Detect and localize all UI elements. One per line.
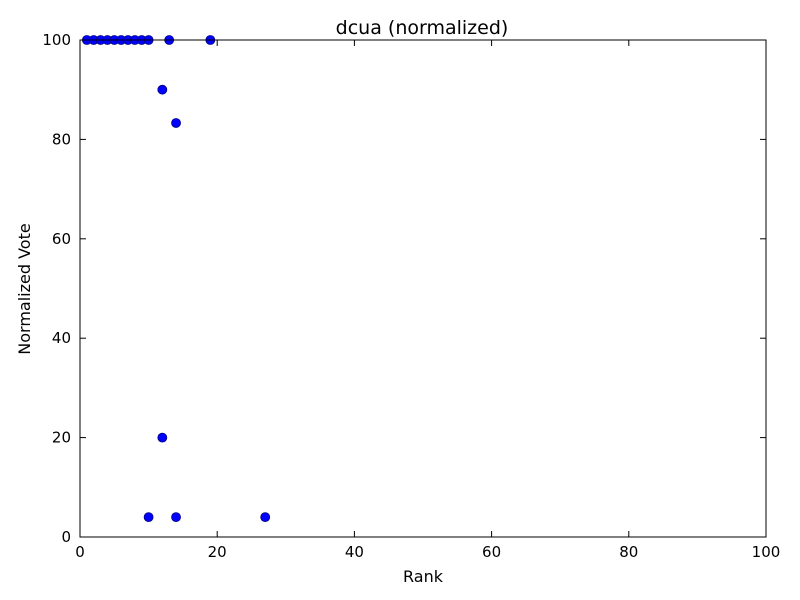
- y-tick-label: 0: [61, 528, 71, 546]
- x-tick-label: 20: [208, 543, 227, 561]
- axis-ticks: 0 20 40 60 80 100 0 20 40 60 80 100: [42, 31, 780, 561]
- x-tick-label: 0: [75, 543, 85, 561]
- y-tick-label: 40: [52, 329, 71, 347]
- data-points: [81, 35, 271, 523]
- data-point: [157, 84, 168, 95]
- y-tick-label: 60: [52, 230, 71, 248]
- y-tick-label: 20: [52, 429, 71, 447]
- y-tick-label: 100: [42, 31, 71, 49]
- data-point: [260, 512, 271, 523]
- x-tick-label: 100: [752, 543, 781, 561]
- plot-frame: [79, 39, 767, 538]
- x-tick-label: 60: [482, 543, 501, 561]
- chart-title: dcua (normalized): [336, 17, 509, 39]
- y-axis-label: Normalized Vote: [15, 223, 34, 354]
- data-point: [157, 432, 168, 443]
- data-point: [171, 118, 181, 128]
- x-tick-label: 40: [345, 543, 364, 561]
- x-tick-label: 80: [619, 543, 638, 561]
- data-point: [143, 512, 154, 523]
- y-tick-label: 80: [52, 130, 71, 148]
- data-point: [171, 512, 181, 523]
- x-axis-label: Rank: [403, 567, 444, 586]
